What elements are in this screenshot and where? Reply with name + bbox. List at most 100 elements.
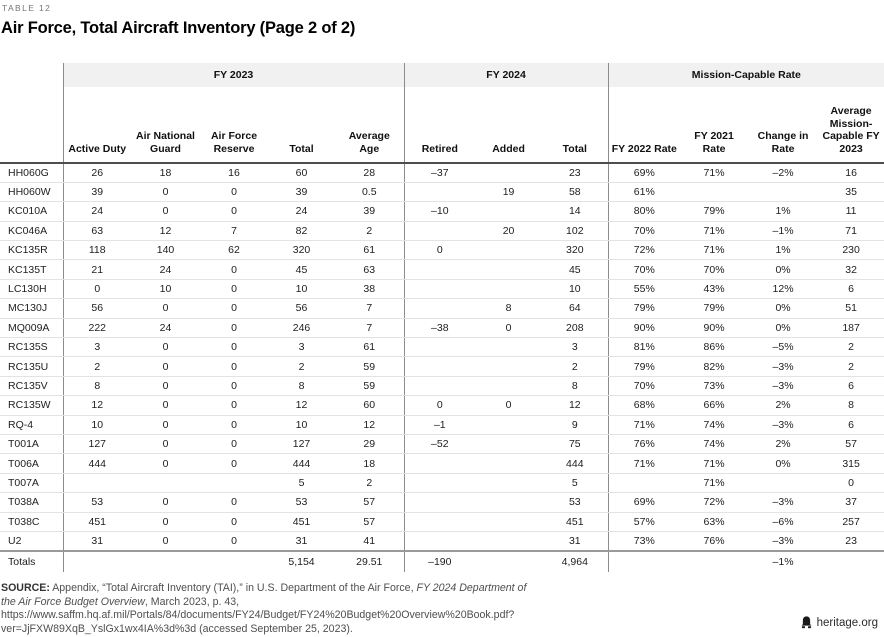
- column-header-total: Total: [268, 87, 335, 164]
- cell: 71: [818, 221, 884, 242]
- cell: 61: [335, 337, 405, 358]
- cell: –38: [403, 318, 476, 339]
- table-row-t001a: T001A 127 0 0 127 29 –52 75 76% 74% 2% 57: [0, 434, 884, 455]
- totals-cell: –1%: [748, 549, 819, 572]
- table-title: Air Force, Total Aircraft Inventory (Pag…: [1, 19, 356, 37]
- cell: [475, 415, 543, 435]
- cell: [475, 453, 543, 474]
- cell: [475, 492, 543, 513]
- cell: 6: [818, 415, 884, 435]
- group-header-row: FY 2023 FY 2024 Mission-Capable Rate: [0, 63, 884, 87]
- cell: 21: [62, 259, 131, 280]
- column-header-active-duty: Active Duty: [62, 87, 131, 164]
- row-label: T038A: [0, 492, 63, 513]
- cell: 24: [268, 201, 335, 222]
- cell: 0: [131, 434, 200, 455]
- cell: 82: [268, 221, 335, 242]
- cell: [475, 337, 543, 358]
- cell: 0: [131, 182, 200, 203]
- cell: 320: [542, 240, 609, 261]
- cell: –3%: [748, 415, 819, 435]
- row-label: MC130J: [0, 298, 63, 319]
- cell: 140: [131, 240, 200, 261]
- cell: 24: [131, 259, 200, 280]
- cell: 57: [818, 434, 884, 455]
- column-group-mission-capable-rate: Mission-Capable Rate: [607, 63, 884, 87]
- cell: 63: [62, 221, 131, 242]
- cell: 24: [62, 201, 131, 222]
- cell: 0: [200, 376, 268, 397]
- cell: 0: [200, 318, 268, 339]
- cell: 19: [475, 182, 543, 203]
- row-label: MQ009A: [0, 318, 63, 339]
- cell: 71%: [607, 415, 681, 435]
- totals-label: Totals: [0, 549, 63, 572]
- row-label: T007A: [0, 473, 63, 494]
- cell: 18: [131, 163, 200, 183]
- cell: 43%: [680, 279, 749, 300]
- cell: 118: [62, 240, 131, 261]
- cell: 58: [542, 182, 609, 203]
- cell: 79%: [607, 356, 681, 377]
- table-row-u2: U2 31 0 0 31 41 31 73% 76% –3% 23: [0, 531, 884, 552]
- cell: 73%: [607, 531, 681, 552]
- cell: 12%: [748, 279, 819, 300]
- cell: [403, 531, 476, 552]
- cell: 20: [475, 221, 543, 242]
- totals-cell: [475, 549, 543, 572]
- cell: 0: [403, 395, 476, 416]
- cell: 70%: [607, 376, 681, 397]
- cell: 79%: [680, 298, 749, 319]
- cell: 51: [818, 298, 884, 319]
- cell: 60: [268, 163, 335, 183]
- cell: 451: [62, 512, 131, 532]
- cell: 79%: [680, 201, 749, 222]
- cell: 16: [818, 163, 884, 183]
- cell: 0: [131, 298, 200, 319]
- cell: [475, 240, 543, 261]
- cell: 8: [62, 376, 131, 397]
- totals-cell: [200, 549, 268, 572]
- cell: 11: [818, 201, 884, 222]
- cell: [475, 512, 543, 532]
- cell: 5: [542, 473, 609, 494]
- cell: 0: [131, 531, 200, 552]
- cell: [403, 453, 476, 474]
- cell: [475, 356, 543, 377]
- cell: 187: [818, 318, 884, 339]
- cell: [403, 337, 476, 358]
- cell: –52: [403, 434, 476, 455]
- totals-cell: 29.51: [335, 549, 405, 572]
- cell: 71%: [680, 221, 749, 242]
- cell: 0: [403, 240, 476, 261]
- cell: 66%: [680, 395, 749, 416]
- cell: 0: [475, 318, 543, 339]
- cell: –6%: [748, 512, 819, 532]
- cell: [131, 473, 200, 494]
- column-header-average-mission-capable-fy-2023: Average Mission-Capable FY 2023: [818, 87, 884, 164]
- cell: [748, 473, 819, 494]
- cell: 63%: [680, 512, 749, 532]
- cell: –3%: [748, 531, 819, 552]
- table-row-kc010a: KC010A 24 0 0 24 39 –10 14 80% 79% 1% 11: [0, 201, 884, 222]
- totals-cell: [607, 549, 681, 572]
- cell: 257: [818, 512, 884, 532]
- cell: 0: [200, 531, 268, 552]
- table-row-t038a: T038A 53 0 0 53 57 53 69% 72% –3% 37: [0, 492, 884, 513]
- cell: 12: [62, 395, 131, 416]
- cell: 0: [131, 356, 200, 377]
- cell: 28: [335, 163, 405, 183]
- cell: 0: [200, 279, 268, 300]
- cell: 0: [131, 512, 200, 532]
- cell: 0: [200, 298, 268, 319]
- cell: [475, 201, 543, 222]
- totals-row: Totals 5,154 29.51 –190 4,964 –1%: [0, 549, 884, 572]
- cell: 127: [268, 434, 335, 455]
- cell: –1: [403, 415, 476, 435]
- cell: 32: [818, 259, 884, 280]
- cell: 61%: [607, 182, 681, 203]
- cell: 39: [335, 201, 405, 222]
- cell: 0: [131, 337, 200, 358]
- cell: 39: [268, 182, 335, 203]
- cell: 0: [200, 492, 268, 513]
